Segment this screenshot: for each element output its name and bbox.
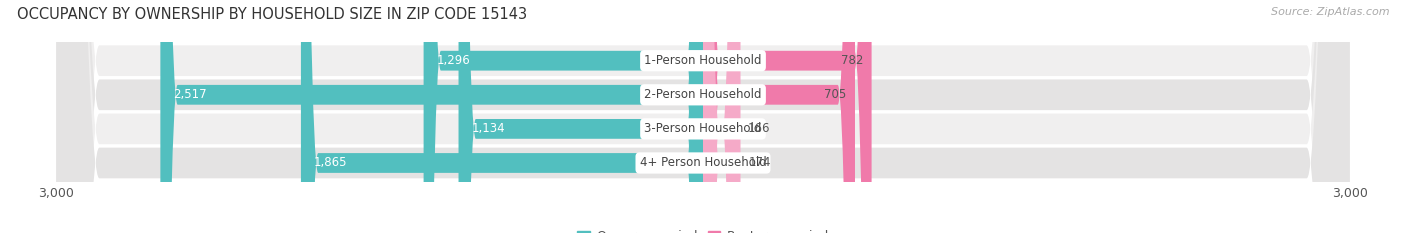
Text: 174: 174: [749, 157, 772, 169]
FancyBboxPatch shape: [160, 0, 703, 233]
Text: OCCUPANCY BY OWNERSHIP BY HOUSEHOLD SIZE IN ZIP CODE 15143: OCCUPANCY BY OWNERSHIP BY HOUSEHOLD SIZE…: [17, 7, 527, 22]
Text: 3-Person Household: 3-Person Household: [644, 122, 762, 135]
Text: 2-Person Household: 2-Person Household: [644, 88, 762, 101]
Text: 1,134: 1,134: [471, 122, 505, 135]
FancyBboxPatch shape: [423, 0, 703, 233]
Text: 166: 166: [748, 122, 770, 135]
Text: 2,517: 2,517: [173, 88, 207, 101]
Text: 1,296: 1,296: [436, 54, 470, 67]
FancyBboxPatch shape: [301, 0, 703, 233]
FancyBboxPatch shape: [703, 0, 855, 233]
FancyBboxPatch shape: [56, 0, 1350, 233]
FancyBboxPatch shape: [458, 0, 703, 233]
Legend: Owner-occupied, Renter-occupied: Owner-occupied, Renter-occupied: [572, 225, 834, 233]
FancyBboxPatch shape: [703, 0, 872, 233]
Text: 1,865: 1,865: [314, 157, 347, 169]
Text: 705: 705: [824, 88, 846, 101]
FancyBboxPatch shape: [703, 0, 738, 233]
FancyBboxPatch shape: [56, 0, 1350, 233]
Text: 1-Person Household: 1-Person Household: [644, 54, 762, 67]
Text: Source: ZipAtlas.com: Source: ZipAtlas.com: [1271, 7, 1389, 17]
FancyBboxPatch shape: [56, 0, 1350, 233]
Text: 4+ Person Household: 4+ Person Household: [640, 157, 766, 169]
FancyBboxPatch shape: [703, 0, 741, 233]
Text: 782: 782: [841, 54, 863, 67]
FancyBboxPatch shape: [56, 0, 1350, 233]
